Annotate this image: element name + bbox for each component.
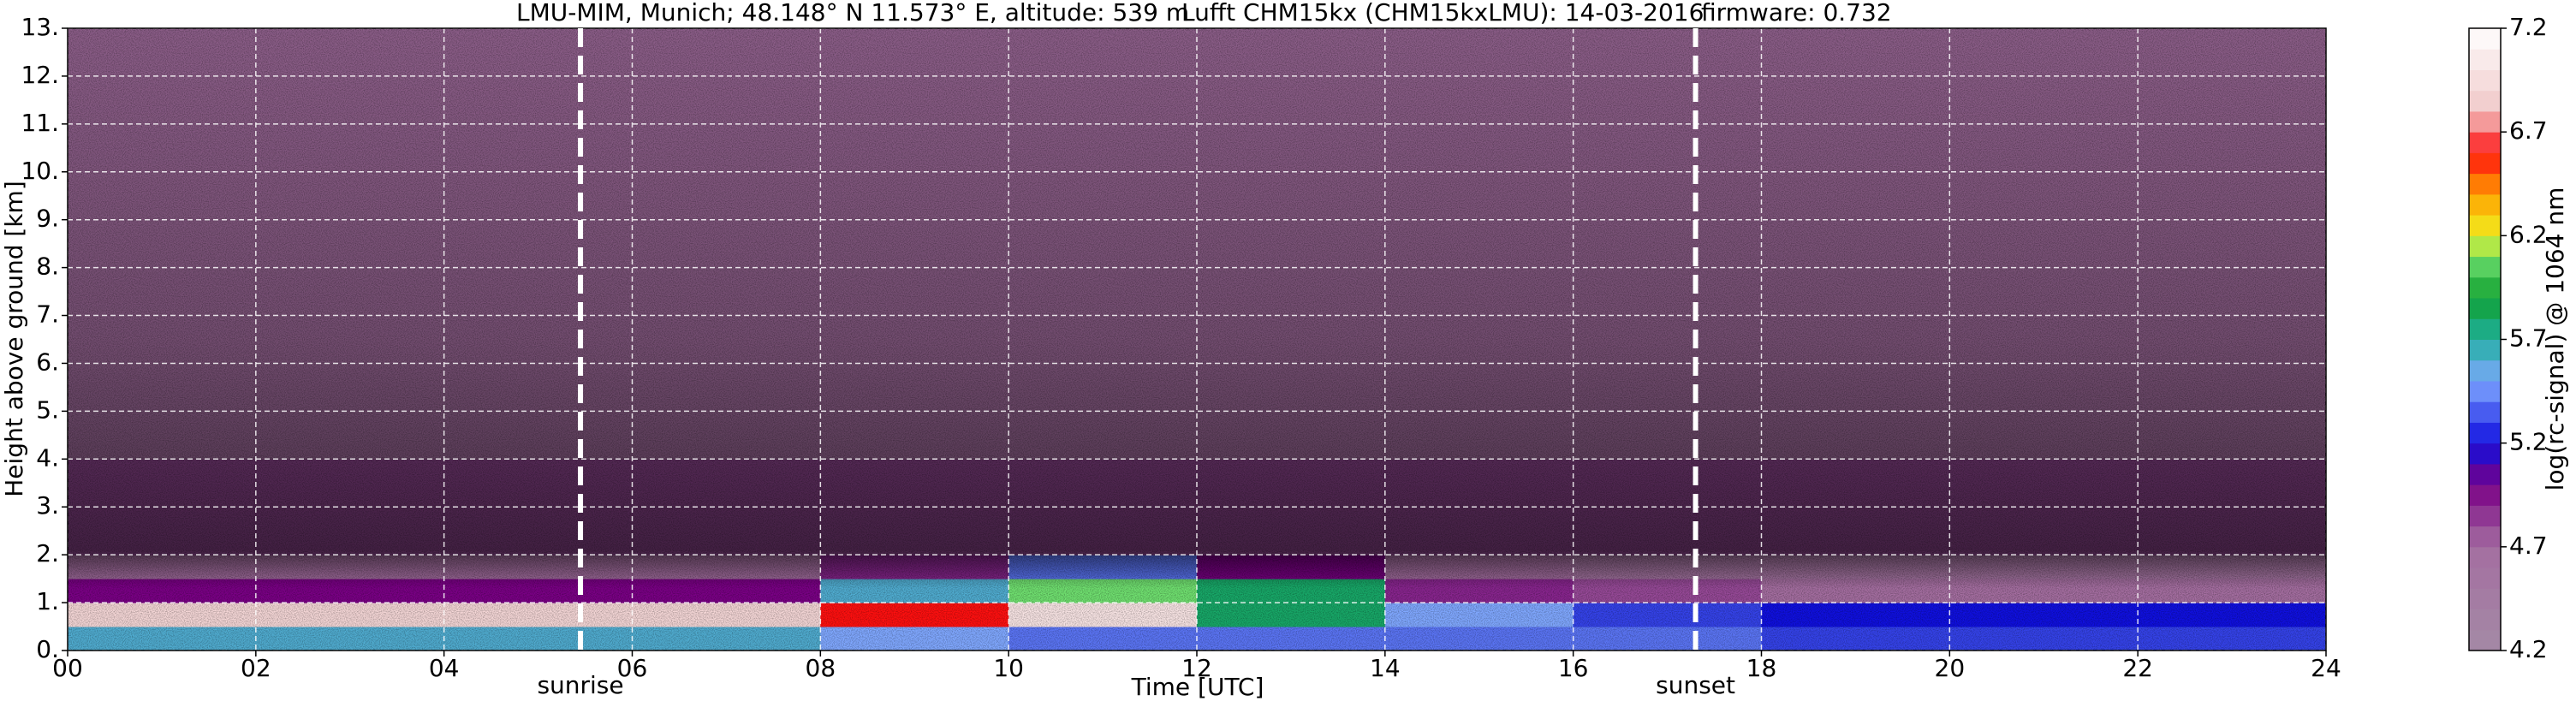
x-tick-label: 18 xyxy=(1746,654,1777,682)
colorbar-swatch xyxy=(2469,69,2501,92)
colorbar-swatch xyxy=(2469,359,2501,382)
y-tick-label: 7. xyxy=(36,300,59,329)
y-tick-label: 10. xyxy=(21,157,59,185)
colorbar-swatch xyxy=(2469,401,2501,423)
x-tick-label: 24 xyxy=(2311,654,2341,682)
colorbar-tick-label: 5.7 xyxy=(2509,324,2548,353)
y-tick-label: 0. xyxy=(36,635,59,663)
colorbar-swatch xyxy=(2469,276,2501,299)
y-tick-label: 13. xyxy=(21,13,59,41)
x-tick-label: 00 xyxy=(52,654,83,682)
colorbar-swatch xyxy=(2469,152,2501,175)
colorbar-swatch xyxy=(2469,526,2501,548)
x-tick-label: 14 xyxy=(1370,654,1401,682)
colorbar-swatch xyxy=(2469,505,2501,527)
colorbar-swatch xyxy=(2469,110,2501,133)
y-tick-label: 5. xyxy=(36,395,59,424)
colorbar-tick-label: 5.2 xyxy=(2509,428,2548,456)
colorbar-tick-label: 4.2 xyxy=(2509,635,2548,663)
colorbar-swatch xyxy=(2469,298,2501,319)
plot-frame xyxy=(67,27,2327,651)
colorbar-tick-label: 6.7 xyxy=(2509,116,2548,145)
x-tick-label: 08 xyxy=(806,654,836,682)
y-tick-label: 2. xyxy=(36,539,59,567)
y-tick-label: 3. xyxy=(36,491,59,520)
colorbar-swatch xyxy=(2469,443,2501,465)
x-tick-label: 06 xyxy=(617,654,648,682)
colorbar-swatch xyxy=(2469,380,2501,402)
colorbar-swatch xyxy=(2469,193,2501,216)
colorbar-label: log(rc-signal) @ 1064 nm xyxy=(2541,187,2569,491)
y-tick-label: 4. xyxy=(36,443,59,472)
title-part: LMU-MIM, Munich; 48.148° N 11.573° E, al… xyxy=(516,0,1189,27)
colorbar-swatch xyxy=(2469,546,2501,568)
colorbar-swatch xyxy=(2469,588,2501,610)
x-tick-label: 22 xyxy=(2122,654,2153,682)
x-tick-label: 02 xyxy=(241,654,271,682)
event-label: sunrise xyxy=(537,671,623,699)
title-part: firmware: 0.732 xyxy=(1701,0,1892,27)
x-tick-label: 16 xyxy=(1558,654,1589,682)
colorbar-tick-label: 7.2 xyxy=(2509,13,2548,41)
y-tick-label: 6. xyxy=(36,348,59,376)
title-part: Lufft CHM15kx (CHM15kxLMU): 14-03-2016 xyxy=(1181,0,1704,27)
colorbar-swatch xyxy=(2469,567,2501,589)
colorbar: 4.2 4.7 5.2 5.7 6.2 6.7 7.2 xyxy=(2468,13,2548,663)
event-label: sunset xyxy=(1656,671,1735,699)
colorbar-swatch xyxy=(2469,463,2501,485)
colorbar-tick-label: 6.2 xyxy=(2509,220,2548,248)
x-tick-label: 20 xyxy=(1935,654,1966,682)
colorbar-swatch xyxy=(2469,609,2501,631)
colorbar-swatch xyxy=(2469,90,2501,112)
y-tick-label: 1. xyxy=(36,587,59,615)
y-axis-label: Height above ground [km] xyxy=(0,181,28,497)
y-tick-label: 8. xyxy=(36,253,59,281)
colorbar-swatch xyxy=(2469,173,2501,195)
colorbar-swatch xyxy=(2469,629,2501,651)
colorbar-swatch xyxy=(2469,49,2501,70)
colorbar-swatch xyxy=(2469,484,2501,506)
colorbar-swatch xyxy=(2469,215,2501,236)
x-tick-label: 04 xyxy=(429,654,460,682)
colorbar-swatch xyxy=(2469,318,2501,340)
colorbar-swatch xyxy=(2469,28,2501,50)
y-tick-label: 9. xyxy=(36,205,59,233)
y-tick-label: 11. xyxy=(21,109,59,137)
colorbar-swatch xyxy=(2469,339,2501,361)
colorbar-swatch xyxy=(2469,235,2501,258)
colorbar-tick-label: 4.7 xyxy=(2509,532,2548,560)
x-tick-label: 12 xyxy=(1181,654,1212,682)
colorbar-swatch xyxy=(2469,422,2501,444)
x-tick-label: 10 xyxy=(993,654,1024,682)
x-axis-label: Time [UTC] xyxy=(1131,673,1264,701)
colorbar-swatch xyxy=(2469,132,2501,153)
colorbar-swatch xyxy=(2469,256,2501,278)
y-tick-label: 12. xyxy=(21,61,59,89)
